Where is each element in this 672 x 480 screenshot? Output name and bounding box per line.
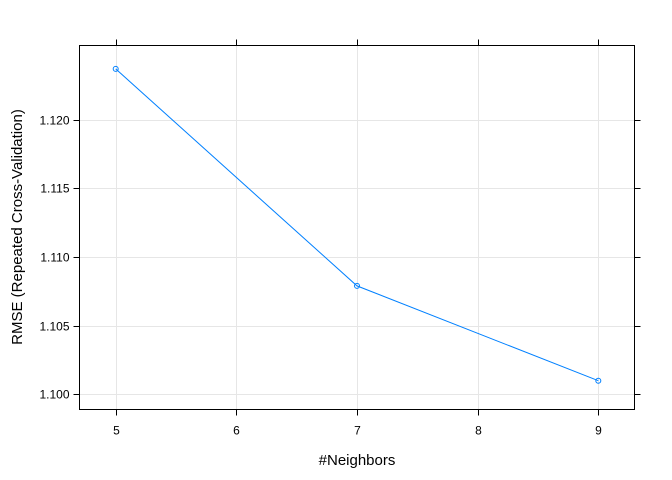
y-tick-label: 1.115 [40,182,69,196]
y-tick-label: 1.120 [39,114,69,128]
x-tick-label: 9 [595,424,602,438]
y-axis-title: RMSE (Repeated Cross-Validation) [9,109,26,345]
x-tick-label: 5 [113,424,120,438]
series [112,65,602,384]
grid [79,45,635,410]
x-tick-label: 7 [354,424,361,438]
x-tick-label: 8 [475,424,482,438]
data-point [354,282,360,289]
x-axis-title: #Neighbors [319,452,396,469]
series-line [115,68,599,382]
tick-labels: 5 6 7 8 9 1.100 1.105 1.110 1.115 1.120 [39,114,602,438]
data-point [112,65,119,72]
y-tick-label: 1.105 [39,320,69,334]
x-tick-label: 6 [233,424,240,438]
data-point [595,377,602,384]
y-tick-label: 1.100 [39,388,69,402]
axis-ticks [73,39,641,416]
y-tick-label: 1.110 [40,251,69,265]
